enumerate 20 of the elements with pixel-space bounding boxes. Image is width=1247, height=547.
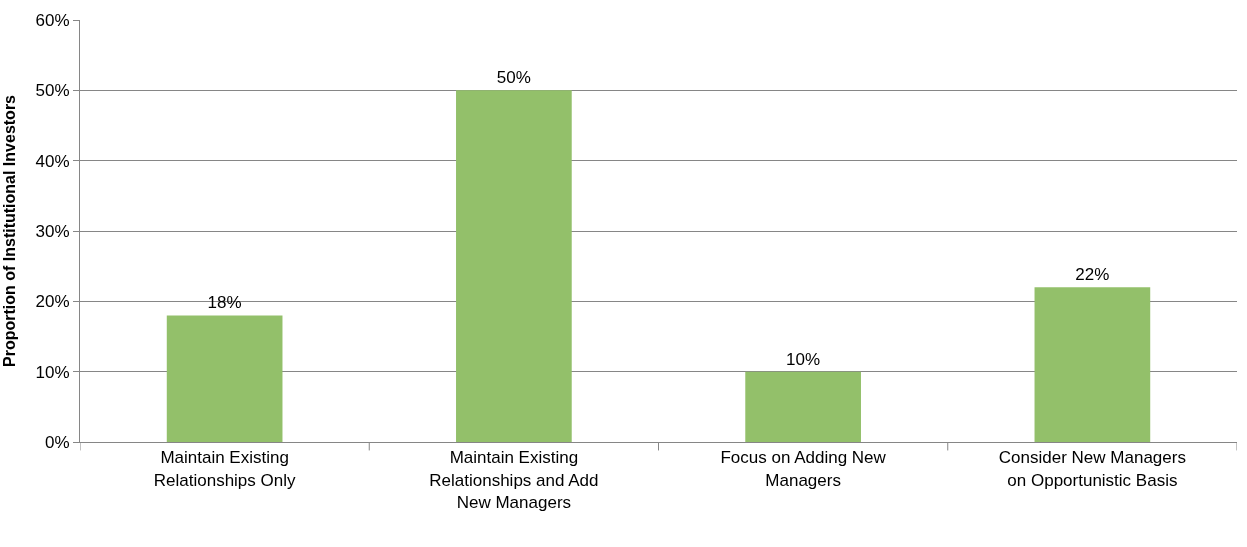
- data-label: 22%: [1075, 265, 1110, 285]
- y-tick-label: 20%: [35, 292, 70, 312]
- y-tick-label: 40%: [35, 151, 70, 171]
- x-tick-label: Maintain Existing Relationships Only: [153, 448, 296, 490]
- data-label: 10%: [786, 349, 821, 369]
- bar: [1034, 287, 1151, 442]
- bar: [456, 90, 572, 442]
- y-tick-label: 50%: [35, 81, 70, 101]
- y-tick-label: 10%: [35, 362, 70, 382]
- bar: [166, 315, 283, 442]
- y-tick-label: 60%: [35, 10, 70, 30]
- x-tick-label: Focus on Adding New Managers: [720, 448, 887, 490]
- data-label: 18%: [207, 293, 242, 313]
- bar: [745, 371, 861, 442]
- x-tick-label: Maintain Existing Relationships and Add New Managers: [429, 448, 599, 512]
- y-tick-label: 0%: [45, 432, 70, 452]
- data-label: 50%: [496, 68, 531, 88]
- y-axis-title: Proportion of Institutional Investors: [1, 94, 19, 367]
- x-tick-label: Consider New Managers on Opportunistic Basis: [998, 448, 1186, 490]
- y-tick-label: 30%: [35, 221, 70, 241]
